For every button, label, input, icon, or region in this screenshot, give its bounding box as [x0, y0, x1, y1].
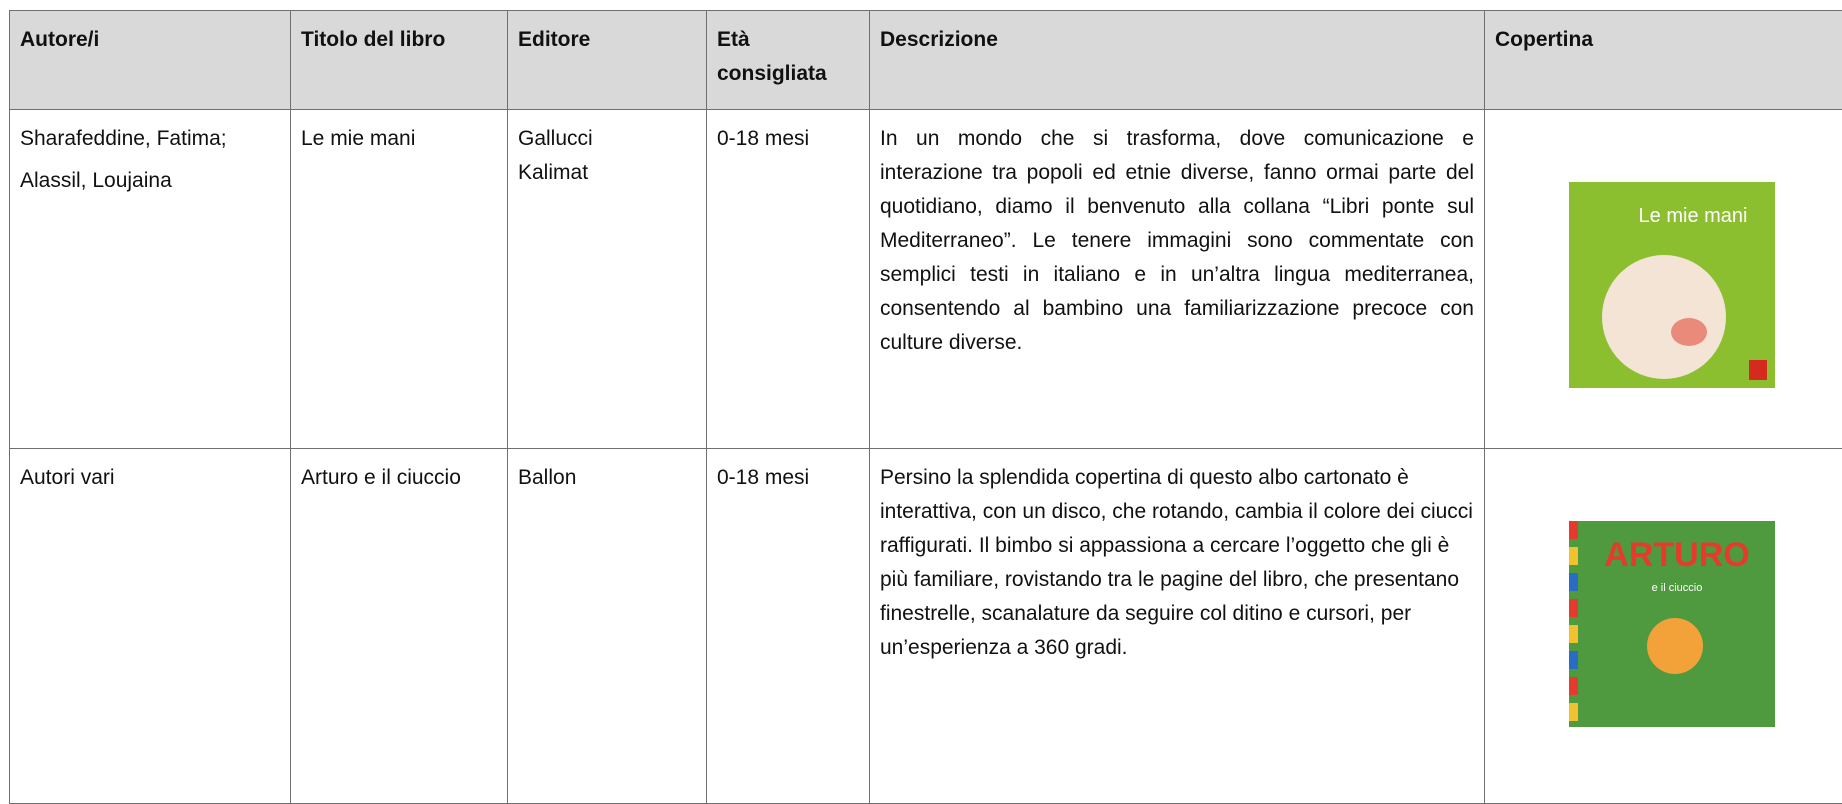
cover-cell: ARTURO e il ciuccio [1485, 449, 1842, 804]
header-cell: Autore/i [10, 11, 291, 110]
cover-stripe [1569, 703, 1578, 721]
cover-cat [1647, 618, 1703, 674]
cover-title: ARTURO [1604, 536, 1749, 574]
cover-stripe [1569, 599, 1578, 617]
header-text: Età consigliata [717, 23, 847, 91]
publisher: Kalimat [518, 156, 696, 190]
cover-cell: Le mie mani [1485, 110, 1842, 449]
header-cell: Descrizione [870, 11, 1485, 110]
header-cell: Copertina [1485, 11, 1842, 110]
cover-image: ARTURO e il ciuccio [1569, 521, 1775, 727]
cover-image: Le mie mani [1569, 182, 1775, 388]
cover-title: Le mie mani [1639, 205, 1748, 227]
cover-stripe [1569, 547, 1578, 565]
description-cell: Persino la splendida copertina di questo… [870, 449, 1485, 804]
cover-stripe [1569, 651, 1578, 669]
header-cell: Età consigliata [707, 11, 870, 110]
age: 0-18 mesi [717, 122, 859, 156]
header-row: Autore/i Titolo del libro Editore Età consi… [10, 11, 1842, 110]
book-table: Autore/i Titolo del libro Editore Età consi… [9, 10, 1842, 804]
description-cell: In un mondo che si trasforma, dove comun… [870, 110, 1485, 449]
description: In un mondo che si trasforma, dove comun… [880, 122, 1474, 360]
cover-face [1602, 255, 1726, 379]
cover-stripe [1569, 521, 1578, 539]
publisher: Gallucci [518, 122, 696, 156]
title-cell: Arturo e il ciuccio [291, 449, 508, 804]
author-cell: Autori vari [10, 449, 291, 804]
cover-stripe [1569, 677, 1578, 695]
book-title: Le mie mani [301, 122, 497, 156]
cover-subtitle: e il ciuccio [1652, 582, 1703, 594]
title-cell: Le mie mani [291, 110, 508, 449]
author: Alassil, Loujaina [20, 164, 280, 198]
header-text: Copertina [1495, 23, 1842, 57]
publisher: Ballon [518, 461, 696, 495]
book-title: Arturo e il ciuccio [301, 461, 497, 495]
table-row: Sharafeddine, Fatima; Alassil, Loujaina Le… [10, 110, 1842, 449]
author-cell: Sharafeddine, Fatima; Alassil, Loujaina [10, 110, 291, 449]
header-cell: Titolo del libro [291, 11, 508, 110]
header-text: Titolo del libro [301, 23, 497, 57]
table-row: Autori vari Arturo e il ciuccio Ballon 0-18… [10, 449, 1842, 804]
header-text: Editore [518, 23, 696, 57]
header-cell: Editore [508, 11, 707, 110]
age-cell: 0-18 mesi [707, 110, 870, 449]
cover-stripe [1569, 573, 1578, 591]
age: 0-18 mesi [717, 461, 859, 495]
cover-stripe [1569, 625, 1578, 643]
cover-logo [1749, 360, 1767, 380]
table-body: Sharafeddine, Fatima; Alassil, Loujaina Le… [10, 110, 1842, 804]
author: Autori vari [20, 461, 280, 495]
page: {"table": { "headers": ["Autore/i", "Tit… [0, 0, 1842, 751]
description: Persino la splendida copertina di questo… [880, 461, 1474, 665]
author: Sharafeddine, Fatima; [20, 122, 280, 156]
header-text: Descrizione [880, 23, 1474, 57]
publisher-cell: Ballon [508, 449, 707, 804]
cover-cheek [1671, 318, 1707, 346]
header-text: Autore/i [20, 23, 280, 57]
age-cell: 0-18 mesi [707, 449, 870, 804]
table-wrap: Autore/i Titolo del libro Editore Età consi… [9, 10, 1842, 804]
